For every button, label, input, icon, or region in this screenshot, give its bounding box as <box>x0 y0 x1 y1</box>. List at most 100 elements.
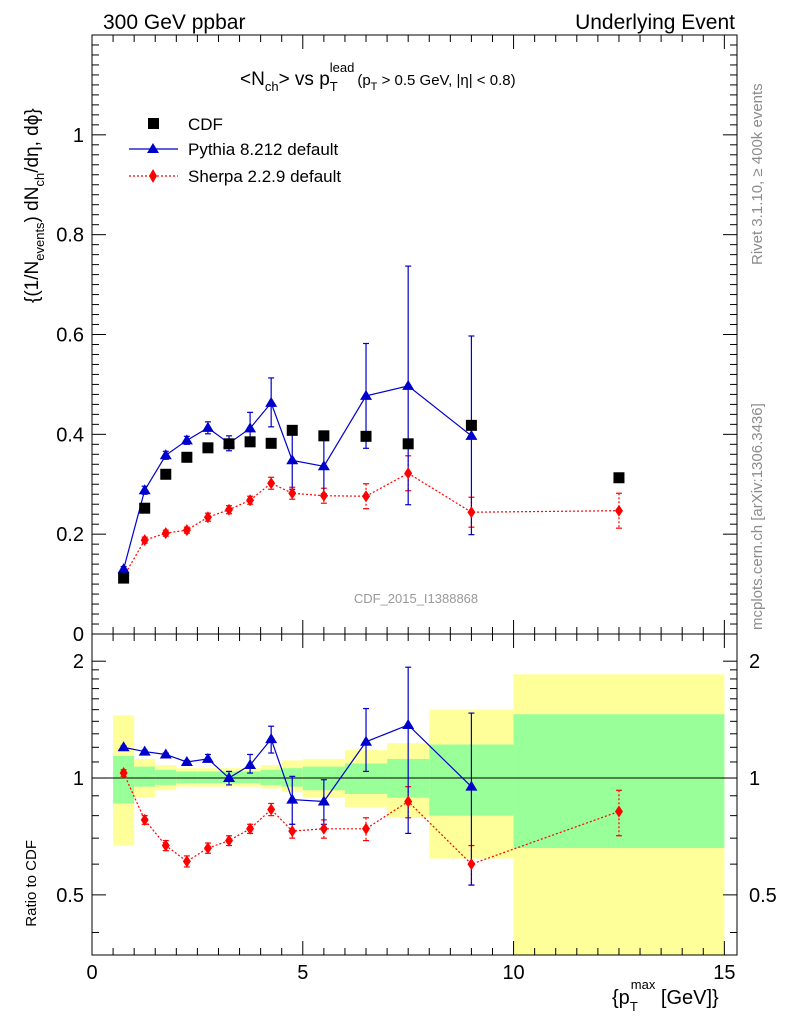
main-y-axis-label: {(1/Nevents) dNch/dη, dϕ} <box>22 108 47 303</box>
uncertainty-band-inner <box>176 771 198 784</box>
sherpa-ratio-point <box>288 825 297 838</box>
main-y-tick-label: 0 <box>73 624 84 646</box>
pythia-point <box>360 389 373 400</box>
title-nch: <N <box>240 69 265 90</box>
title-nch-sub: ch <box>265 79 279 94</box>
legend-pythia-label: Pythia 8.212 default <box>188 140 339 159</box>
pythia-ratio-point <box>244 759 257 770</box>
pythia-point <box>402 379 415 390</box>
pythia-ratio-point <box>317 795 330 806</box>
sherpa-point <box>161 527 170 540</box>
ratio-y-tick-label-left: 1 <box>73 768 84 790</box>
pythia-ratio-point <box>138 745 151 756</box>
title-vs-pt: > vs p <box>279 69 330 90</box>
sherpa-ratio-point <box>362 822 371 835</box>
cdf-point <box>265 437 277 449</box>
pythia-point <box>201 421 214 432</box>
pythia-ratio-point <box>180 755 193 766</box>
ratio-panel-frame <box>91 633 738 956</box>
title-cut-rest: > 0.5 GeV, |η| < 0.8) <box>377 72 515 89</box>
sherpa-ratio-point <box>404 795 413 808</box>
cdf-point <box>139 502 151 514</box>
sherpa-ratio-point <box>319 822 328 835</box>
sherpa-ratio-point <box>614 805 623 818</box>
y-label-part2: ) dN <box>22 187 43 223</box>
pythia-point <box>180 434 193 445</box>
cdf-point <box>465 419 477 431</box>
pythia-point <box>465 429 478 440</box>
cdf-point <box>360 430 372 442</box>
sherpa-point <box>225 503 234 516</box>
uncertainty-band-inner <box>197 771 219 784</box>
sherpa-point <box>467 506 476 519</box>
y-label-part3: /dη, dϕ} <box>22 108 43 173</box>
pythia-point <box>138 484 151 495</box>
sherpa-point <box>288 487 297 500</box>
sherpa-point <box>246 494 255 507</box>
mcplots-reference-label: mcplots.cern.ch [arXiv:1306.3436] <box>749 403 766 630</box>
cdf-point <box>286 424 298 436</box>
title-cut-open: (p <box>357 72 370 89</box>
legend: CDF Pythia 8.212 default Sherpa 2.2.9 de… <box>129 115 341 186</box>
x-tick-label: 10 <box>502 962 524 984</box>
pythia-point <box>265 396 278 407</box>
sherpa-point <box>203 511 212 524</box>
sherpa-point <box>362 490 371 503</box>
sherpa-ratio-point <box>140 813 149 826</box>
legend-sherpa-label: Sherpa 2.2.9 default <box>188 167 341 186</box>
y-label-sub1: events <box>32 222 47 261</box>
pythia-ratio-point <box>360 735 373 746</box>
axis-tick-labels: 0 0.2 0.4 0.6 0.8 1 0.5 0.5 1 1 2 2 0 5 10 15 <box>56 125 777 984</box>
pythia-ratio-point <box>265 733 278 744</box>
ratio-y-tick-label-right: 0.5 <box>749 885 777 907</box>
cdf-point <box>244 436 256 448</box>
uncertainty-band-inner <box>113 755 135 804</box>
sherpa-point <box>614 504 623 517</box>
uncertainty-band-inner <box>260 769 282 785</box>
pythia-ratio-point <box>117 741 130 752</box>
legend-sherpa-marker <box>149 169 157 183</box>
cdf-point <box>202 442 214 454</box>
pythia-ratio-point <box>159 748 172 759</box>
cdf-point <box>160 468 172 480</box>
sherpa-ratio-point <box>203 842 212 855</box>
uncertainty-band-inner <box>513 714 725 849</box>
main-y-tick-label: 1 <box>73 125 84 147</box>
sherpa-ratio-point <box>246 822 255 835</box>
x-label-sup: max <box>631 977 656 992</box>
sherpa-point <box>404 467 413 480</box>
pythia-ratio-point <box>465 780 478 791</box>
axis-ticks <box>91 34 737 955</box>
sherpa-point <box>140 534 149 547</box>
uncertainty-band-inner <box>134 766 156 787</box>
pythia-point <box>159 449 172 460</box>
main-y-tick-label: 0.4 <box>56 424 84 446</box>
title-cut-sub: T <box>371 81 378 93</box>
sherpa-point <box>267 477 276 490</box>
sherpa-line <box>123 472 619 577</box>
cdf-point <box>118 572 130 584</box>
pythia-point <box>317 460 330 471</box>
cdf-point <box>181 451 193 463</box>
cdf-point <box>402 438 414 450</box>
cdf-point <box>613 472 625 484</box>
sherpa-point <box>319 489 328 502</box>
sherpa-ratio-point <box>267 803 276 816</box>
ratio-y-axis-label: Ratio to CDF <box>23 840 40 927</box>
main-y-tick-label: 0.2 <box>56 524 84 546</box>
uncertainty-band-inner <box>155 769 177 785</box>
title-pt-sub: T <box>330 79 338 94</box>
sherpa-ratio-point <box>119 767 128 780</box>
header-right: Underlying Event <box>575 11 735 34</box>
sherpa-ratio-point <box>225 834 234 847</box>
plot-title: <Nch> vs pTlead(pT > 0.5 GeV, |η| < 0.8) <box>240 60 516 94</box>
ratio-y-tick-label-left: 2 <box>73 651 84 673</box>
ratio-y-tick-label-right: 2 <box>749 651 760 673</box>
pythia-point <box>244 422 257 433</box>
uncertainty-band-inner <box>239 771 261 784</box>
header-left: 300 GeV ppbar <box>103 11 245 34</box>
sherpa-ratio-point <box>161 839 170 852</box>
x-label-part1: {p <box>612 987 630 1009</box>
pythia-ratio-point <box>286 793 299 804</box>
pythia-line <box>123 385 472 570</box>
